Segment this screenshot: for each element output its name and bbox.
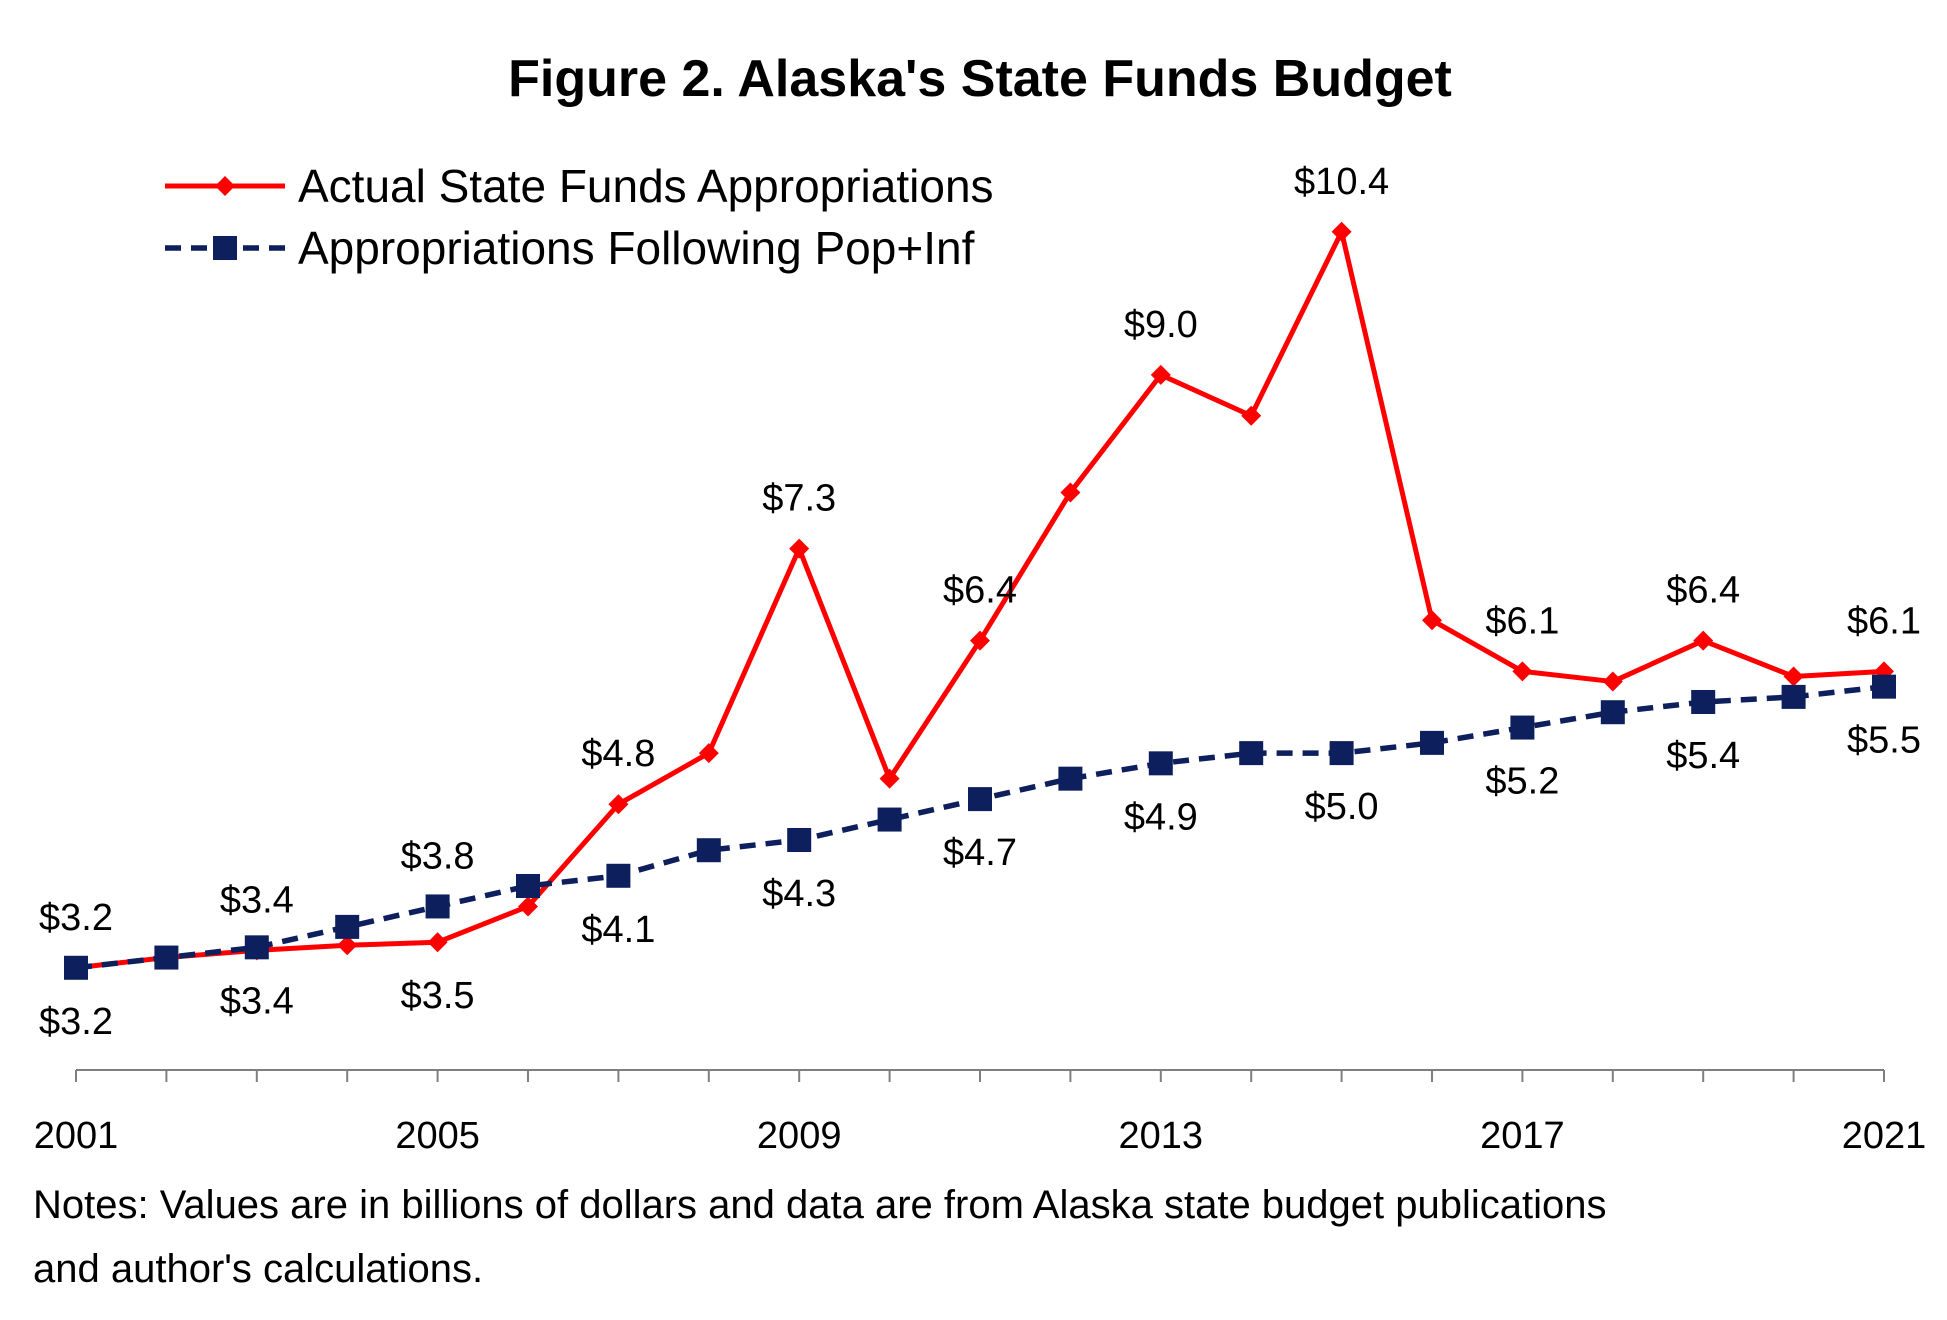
data-label-actual: $6.4: [1666, 570, 1740, 612]
data-label-actual: $6.1: [1847, 600, 1921, 642]
point-actual: [698, 743, 719, 764]
data-label-pop-inf: $3.4: [220, 980, 294, 1022]
data-label-actual: $3.4: [220, 879, 294, 921]
notes-line-1: Notes: Values are in billions of dollars…: [33, 1183, 1607, 1227]
legend: Actual State Funds Appropriations Approp…: [165, 160, 994, 274]
x-tick-label: 2009: [757, 1115, 842, 1157]
data-label-pop-inf: $5.2: [1485, 761, 1559, 803]
point-pop-inf: [606, 863, 631, 888]
point-actual: [1693, 630, 1714, 651]
point-actual: [608, 794, 629, 815]
point-pop-inf: [1148, 751, 1173, 776]
data-labels: $3.2 $3.4 $3.5 $4.8 $7.3 $6.4 $9.0 $10.4 $6.1 $6.…: [39, 161, 1921, 1043]
data-label-pop-inf: $4.3: [762, 873, 836, 915]
point-pop-inf: [1781, 684, 1806, 709]
x-tick-label: 2021: [1842, 1115, 1927, 1157]
point-actual: [1422, 610, 1442, 631]
data-label-actual: $3.2: [39, 897, 113, 939]
point-pop-inf: [244, 935, 269, 960]
data-label-pop-inf: $4.1: [581, 909, 655, 951]
data-label-actual: $10.4: [1294, 161, 1389, 203]
point-actual: [1512, 661, 1533, 682]
point-pop-inf: [1600, 700, 1625, 725]
point-pop-inf: [1058, 766, 1083, 791]
series-layer: [64, 221, 1896, 980]
data-label-actual: $3.5: [401, 975, 475, 1017]
point-actual: [337, 935, 358, 956]
data-label-pop-inf: $3.8: [401, 835, 475, 877]
point-pop-inf: [696, 838, 721, 863]
data-label-actual: $9.0: [1124, 304, 1198, 346]
data-label-pop-inf: $5.5: [1847, 720, 1921, 762]
point-pop-inf: [968, 787, 992, 812]
data-label-actual: $6.4: [943, 570, 1017, 612]
data-label-pop-inf: $3.2: [39, 1001, 113, 1043]
point-actual: [879, 768, 900, 789]
x-tick-label: 2005: [395, 1115, 480, 1157]
point-actual: [789, 538, 810, 559]
point-pop-inf: [877, 807, 902, 832]
data-label-pop-inf: $5.0: [1305, 786, 1379, 828]
data-label-pop-inf: $4.9: [1124, 796, 1198, 838]
x-axis: 2001 2005 2009 2013 2017 2021: [34, 1069, 1927, 1157]
point-pop-inf: [154, 945, 179, 970]
point-pop-inf: [1510, 715, 1535, 740]
point-pop-inf: [64, 955, 88, 980]
legend-marker-pop-inf: [213, 236, 237, 260]
point-pop-inf: [1239, 741, 1264, 766]
point-actual: [1602, 671, 1623, 692]
point-pop-inf: [516, 874, 540, 898]
legend-item-pop-inf: Appropriations Following Pop+Inf: [165, 222, 975, 274]
point-actual: [970, 630, 990, 651]
point-pop-inf: [1420, 730, 1444, 755]
data-label-actual: $4.8: [581, 733, 655, 775]
point-pop-inf: [1872, 674, 1896, 699]
data-label-pop-inf: $4.7: [943, 832, 1017, 874]
point-actual: [427, 932, 448, 953]
legend-label-pop-inf: Appropriations Following Pop+Inf: [298, 222, 975, 274]
data-label-pop-inf: $5.4: [1666, 735, 1740, 777]
point-pop-inf: [425, 894, 450, 919]
legend-marker-actual: [215, 176, 235, 196]
point-actual: [1783, 666, 1804, 687]
legend-label-actual: Actual State Funds Appropriations: [298, 160, 994, 212]
point-pop-inf: [335, 914, 360, 939]
point-pop-inf: [1691, 690, 1716, 714]
point-pop-inf: [1329, 741, 1354, 766]
point-actual: [1331, 221, 1352, 242]
point-pop-inf: [787, 828, 812, 852]
data-label-actual: $7.3: [762, 478, 836, 520]
point-actual: [1060, 482, 1081, 503]
notes-line-2: and author's calculations.: [33, 1247, 483, 1291]
x-tick-label: 2001: [34, 1115, 119, 1157]
point-actual: [1150, 364, 1171, 385]
x-tick-label: 2013: [1119, 1115, 1204, 1157]
legend-item-actual: Actual State Funds Appropriations: [165, 160, 994, 212]
point-actual: [518, 896, 538, 917]
point-actual: [1241, 405, 1262, 426]
chart-title: Figure 2. Alaska's State Funds Budget: [508, 50, 1452, 108]
data-label-actual: $6.1: [1485, 600, 1559, 642]
x-tick-label: 2017: [1480, 1115, 1565, 1157]
